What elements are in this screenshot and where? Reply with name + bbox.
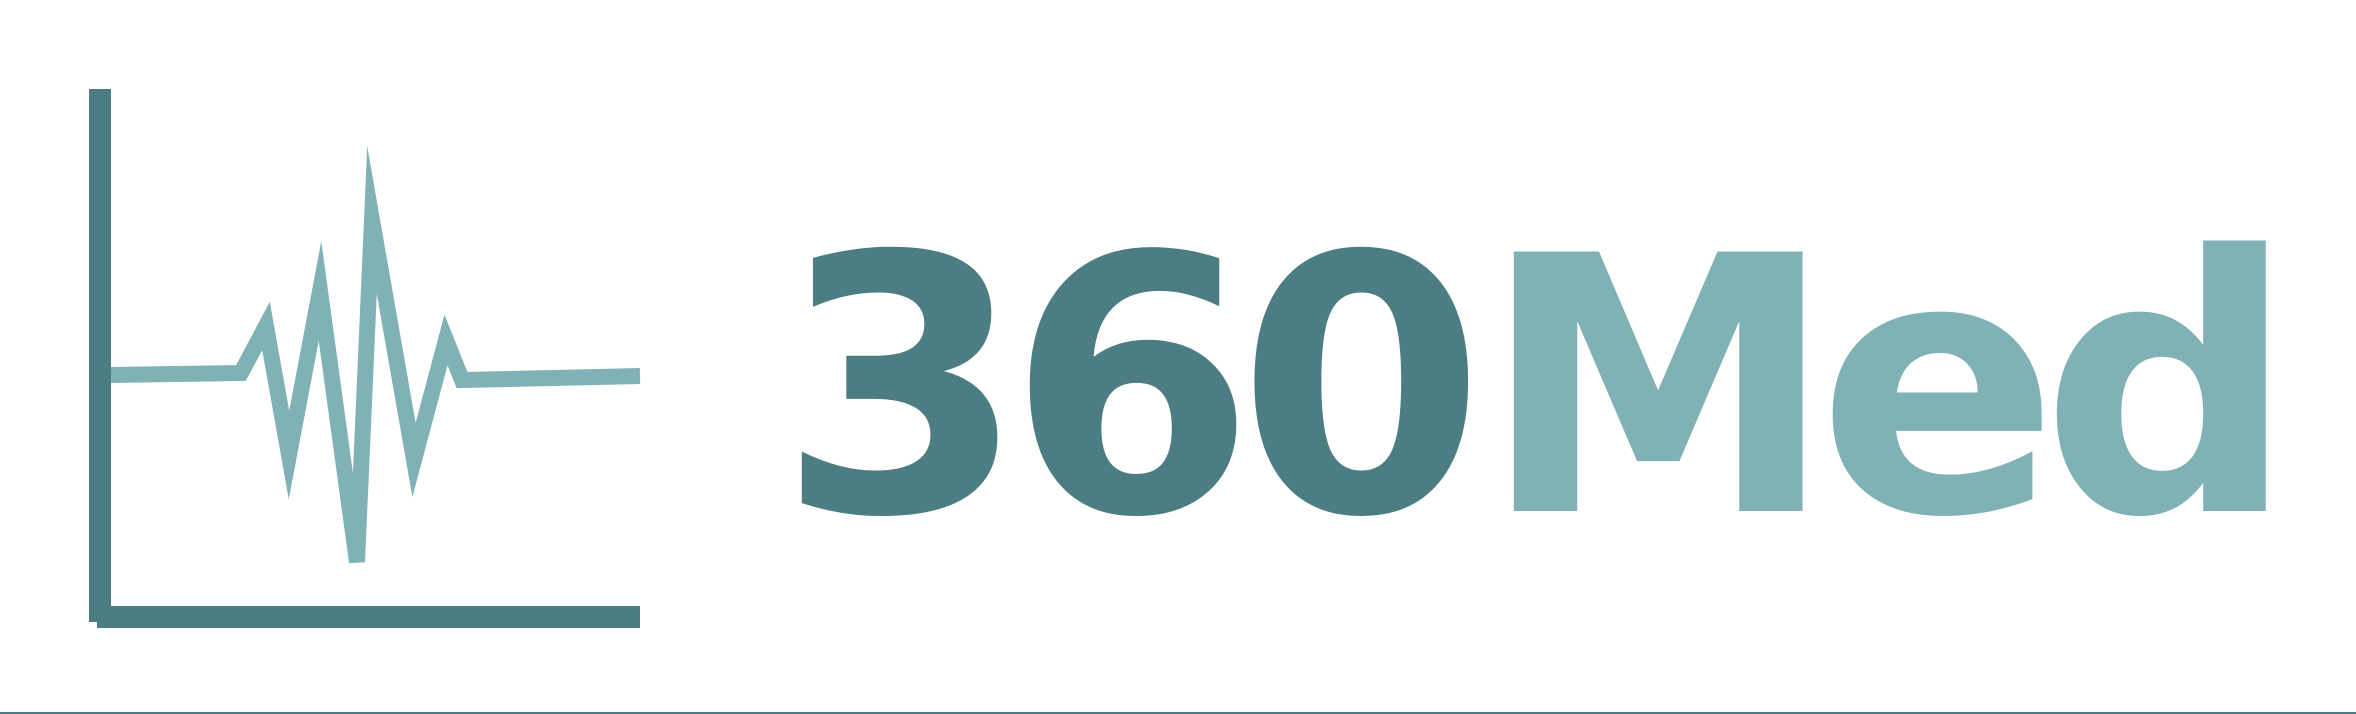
brand-suffix: Med <box>1481 181 2296 595</box>
brand-number: 360 <box>778 181 1485 595</box>
divider <box>0 712 2356 714</box>
brand-wordmark: 360 Med <box>778 210 2296 566</box>
heartbeat-chart-icon <box>89 89 641 628</box>
heartbeat-line <box>110 146 641 564</box>
